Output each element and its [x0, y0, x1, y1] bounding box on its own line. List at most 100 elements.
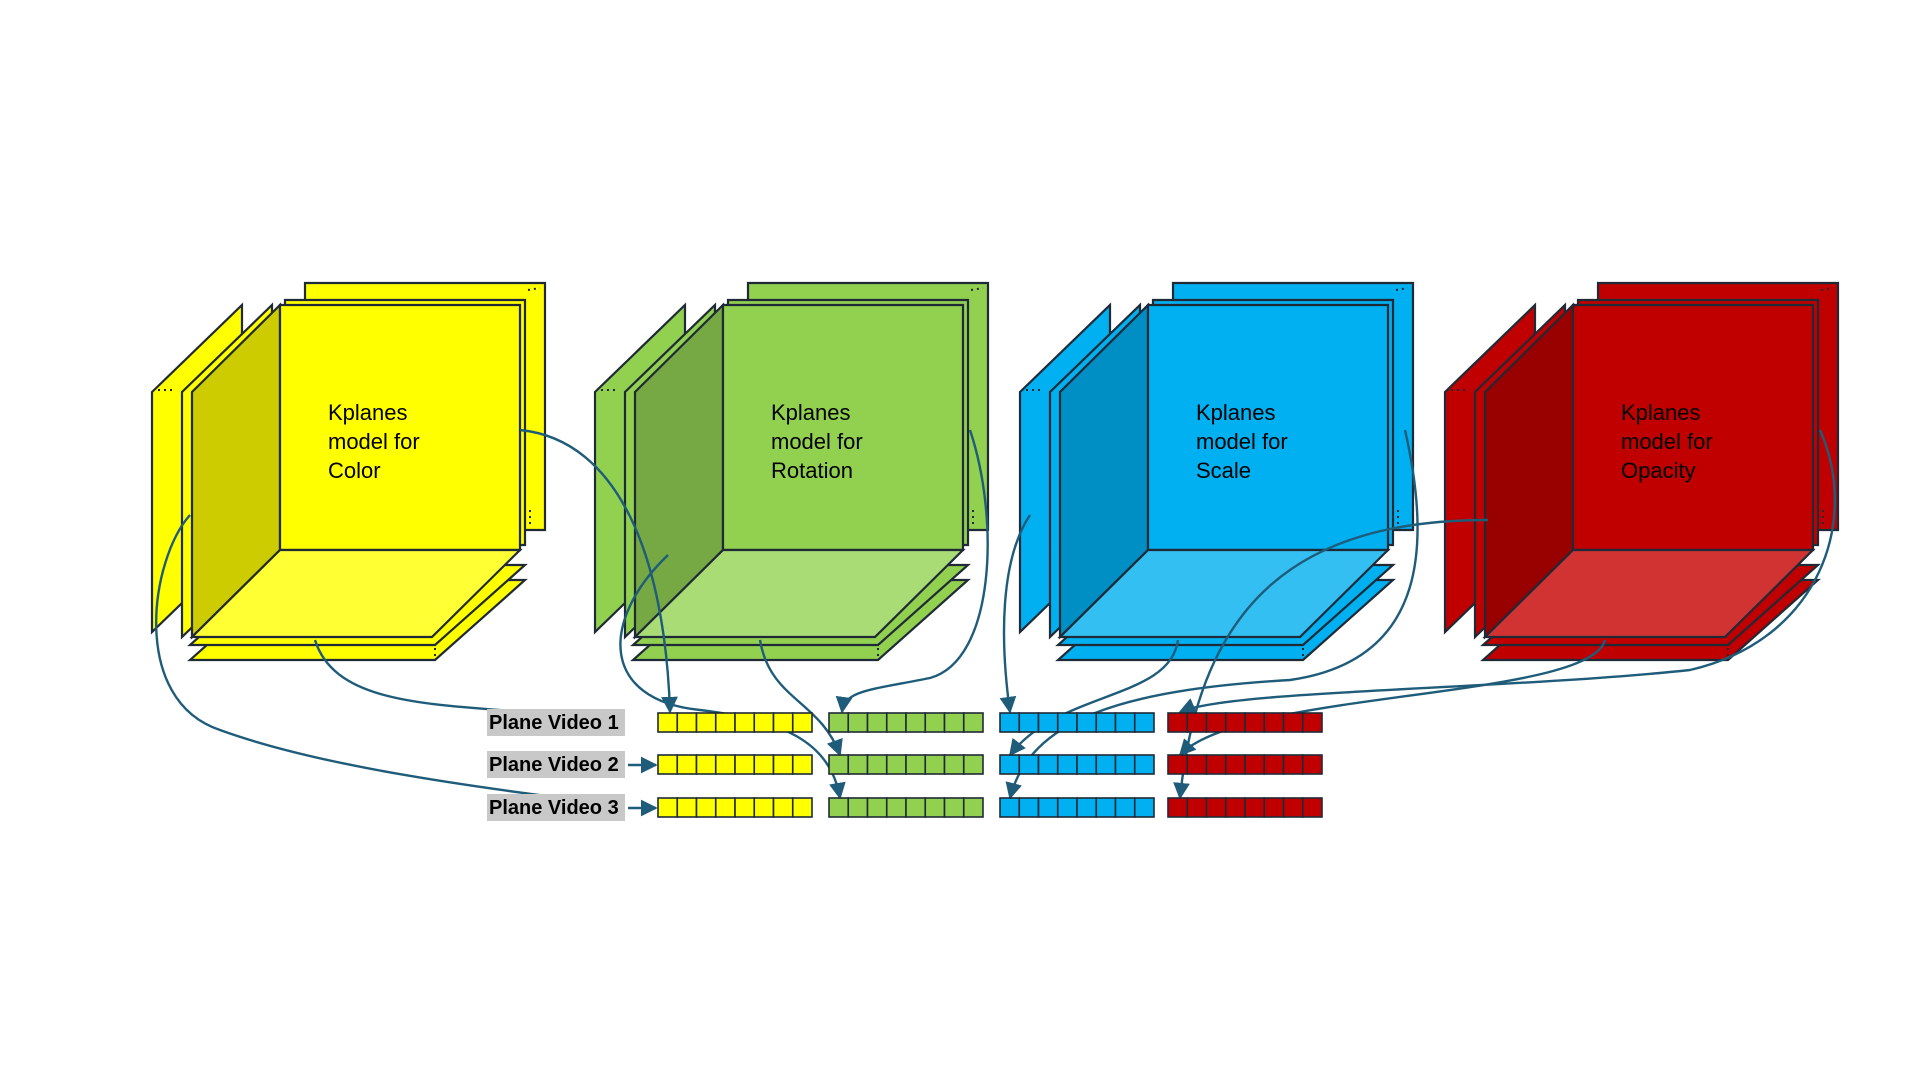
feature-cell	[1037, 797, 1059, 818]
feature-bar-color-row-3	[657, 797, 813, 818]
feature-cell	[695, 754, 717, 775]
feature-cell	[1186, 712, 1208, 733]
feature-cell	[924, 797, 946, 818]
connector-arrow	[155, 514, 625, 813]
connector-arrow	[835, 429, 989, 714]
feature-cell	[999, 754, 1021, 775]
feature-cell	[1018, 712, 1040, 733]
feature-cell	[1282, 797, 1304, 818]
cube-rotation-label-line: model for	[771, 429, 863, 454]
cube-rotation-label-line: Kplanes	[771, 400, 851, 425]
cube-color-front-wall	[278, 303, 522, 552]
feature-cell	[772, 754, 794, 775]
feature-cell	[1056, 712, 1078, 733]
cube-color-label-line: Color	[328, 458, 381, 483]
feature-cell	[1301, 797, 1323, 818]
cube-opacity-label: Kplanes model for Opacity	[1621, 400, 1713, 483]
cube-scale: Kplanes model for Scale	[1018, 281, 1415, 662]
connector-arrow	[999, 514, 1031, 714]
connector-arrow	[1005, 429, 1419, 800]
connector-arrow	[1178, 429, 1836, 714]
feature-bar-scale-row-1	[999, 712, 1155, 733]
row-labels-layer: Plane Video 1 Plane Video 2 Plane Video 3	[487, 709, 625, 821]
feature-cell	[943, 797, 965, 818]
feature-cell	[1244, 712, 1266, 733]
feature-cell	[828, 797, 850, 818]
feature-cell	[1186, 797, 1208, 818]
feature-cell	[1244, 797, 1266, 818]
feature-bars-layer	[657, 712, 1323, 818]
feature-cell	[657, 712, 679, 733]
feature-bar-scale-row-3	[999, 797, 1155, 818]
cube-scale-label-line: Kplanes	[1196, 400, 1276, 425]
connector-arrow	[758, 639, 843, 757]
cube-scale-front-wall	[1146, 303, 1390, 552]
feature-cell	[714, 754, 736, 775]
feature-cell	[791, 754, 813, 775]
feature-cell	[1133, 712, 1155, 733]
feature-cell	[943, 754, 965, 775]
feature-cell	[1037, 712, 1059, 733]
feature-cell	[1205, 797, 1227, 818]
feature-cell	[866, 712, 888, 733]
connector-arrow	[1008, 639, 1180, 757]
cube-opacity-label-line: Opacity	[1621, 458, 1696, 483]
feature-cell	[1056, 754, 1078, 775]
connector-arrow	[519, 428, 678, 714]
cube-opacity-back-ellipsis	[1820, 287, 1834, 291]
row-label-background	[487, 751, 625, 778]
feature-cell	[1205, 712, 1227, 733]
feature-cell	[753, 754, 775, 775]
cube-rotation: Kplanes model for Rotation	[593, 281, 990, 662]
feature-cell	[1167, 754, 1189, 775]
feature-cell	[1076, 797, 1098, 818]
cube-color-label-line: model for	[328, 429, 420, 454]
feature-cell	[1018, 754, 1040, 775]
feature-cell	[791, 712, 813, 733]
cube-rotation-label-line: Rotation	[771, 458, 853, 483]
feature-cell	[828, 754, 850, 775]
feature-cell	[1095, 712, 1117, 733]
feature-cell	[1133, 754, 1155, 775]
row-label-text: Plane Video 3	[489, 797, 619, 819]
feature-cell	[676, 754, 698, 775]
feature-cell	[1205, 754, 1227, 775]
cube-rotation-label: Kplanes model for Rotation	[771, 400, 863, 483]
feature-cell	[1076, 754, 1098, 775]
feature-cell	[828, 712, 850, 733]
cube-opacity-label-line: Kplanes	[1621, 400, 1701, 425]
feature-bar-rotation-row-2	[828, 754, 984, 775]
feature-cell	[1018, 797, 1040, 818]
feature-cell	[1186, 754, 1208, 775]
cube-scale-label: Kplanes model for Scale	[1196, 400, 1288, 483]
cube-rotation-front-wall	[721, 303, 965, 552]
cube-opacity: Kplanes model for Opacity	[1443, 281, 1840, 662]
feature-cell	[924, 754, 946, 775]
feature-cell	[772, 797, 794, 818]
feature-cell	[943, 712, 965, 733]
cube-scale-back-ellipsis	[1395, 287, 1409, 291]
row-label-text: Plane Video 1	[489, 712, 619, 734]
feature-cell	[1263, 754, 1285, 775]
feature-cell	[1076, 712, 1098, 733]
feature-cell	[962, 797, 984, 818]
feature-cell	[1224, 712, 1246, 733]
cube-color-label-line: Kplanes	[328, 400, 408, 425]
feature-cell	[885, 754, 907, 775]
feature-bar-color-row-1	[657, 712, 813, 733]
feature-cell	[905, 712, 927, 733]
cube-color-floor	[189, 548, 523, 639]
feature-cell	[1301, 712, 1323, 733]
feature-cell	[676, 712, 698, 733]
feature-cell	[1095, 754, 1117, 775]
feature-cell	[734, 797, 756, 818]
cubes-layer: Kplanes model for Color Kplanes model for Rot…	[150, 281, 1840, 662]
feature-cell	[753, 712, 775, 733]
feature-cell	[1224, 797, 1246, 818]
feature-cell	[657, 754, 679, 775]
cube-opacity-floor	[1482, 548, 1816, 639]
feature-cell	[753, 797, 775, 818]
feature-cell	[999, 797, 1021, 818]
feature-bar-opacity-row-3	[1167, 797, 1323, 818]
